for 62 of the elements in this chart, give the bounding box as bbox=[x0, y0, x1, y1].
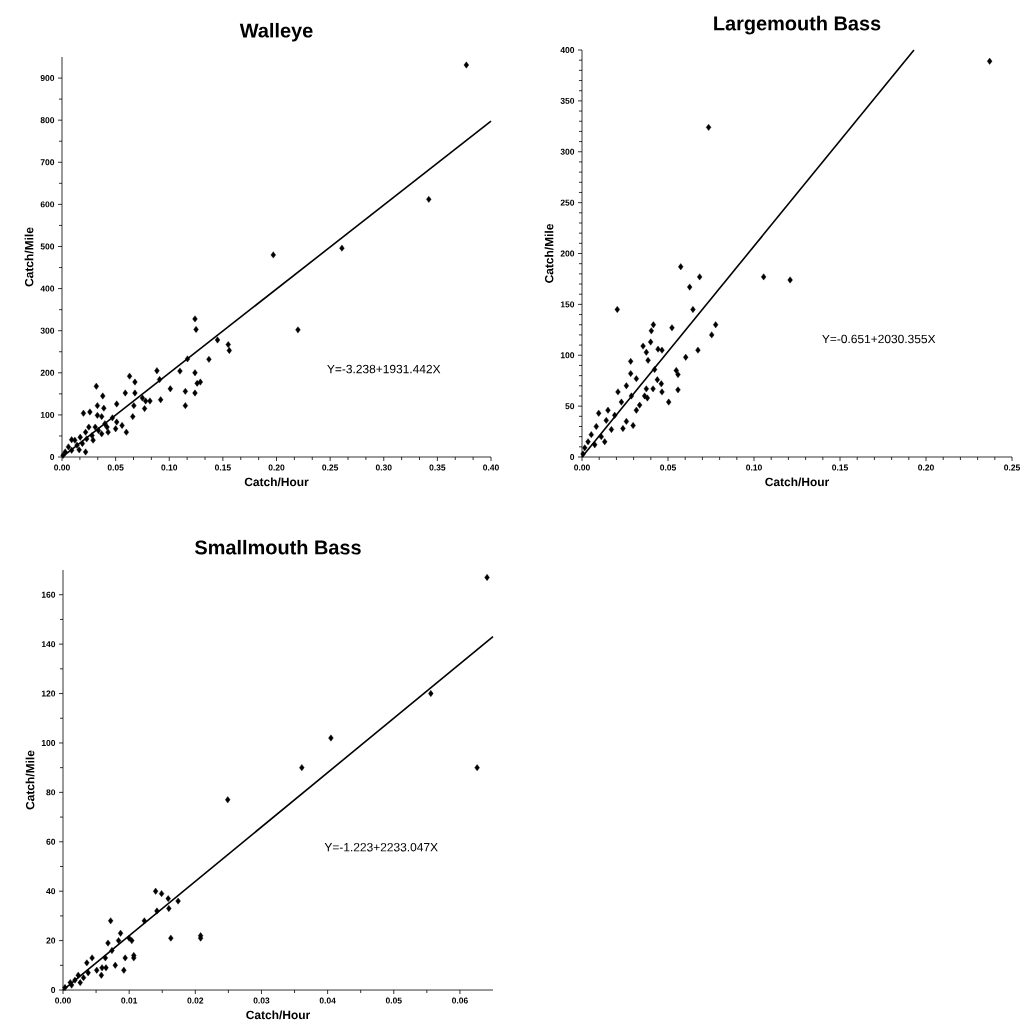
y-tick-label: 200 bbox=[560, 250, 575, 257]
chart-title: Largemouth Bass bbox=[714, 15, 881, 35]
y-tick-label: 100 bbox=[560, 352, 575, 359]
x-axis-title: Catch/Hour bbox=[244, 477, 309, 487]
annotation: Y=-1.223+2233.047X bbox=[324, 843, 438, 852]
x-tick-label: 0.40 bbox=[483, 464, 499, 471]
x-tick-label: 0.00 bbox=[55, 997, 71, 1004]
x-axis-title: Catch/Hour bbox=[246, 1010, 311, 1020]
x-tick-label: 0.00 bbox=[574, 464, 590, 471]
x-tick-label: 0.15 bbox=[832, 464, 849, 471]
x-tick-label: 0.01 bbox=[121, 997, 138, 1004]
x-tick-label: 0.02 bbox=[187, 997, 204, 1004]
annotation: Y=-3.238+1931.442X bbox=[327, 364, 441, 374]
y-tick-label: 500 bbox=[40, 243, 55, 250]
x-tick-label: 0.05 bbox=[385, 997, 402, 1004]
x-tick-label: 0.25 bbox=[1004, 464, 1021, 471]
y-tick-label: 100 bbox=[41, 739, 56, 746]
x-tick-label: 0.20 bbox=[268, 464, 285, 471]
y-tick-label: 0 bbox=[51, 987, 56, 994]
x-axis-title: Catch/Hour bbox=[765, 477, 830, 487]
x-tick-label: 0.15 bbox=[214, 464, 231, 471]
y-axis-title: Catch/Mile bbox=[544, 224, 554, 283]
y-tick-label: 0 bbox=[570, 454, 575, 461]
y-tick-label: 160 bbox=[41, 591, 56, 598]
y-tick-label: 800 bbox=[40, 117, 55, 124]
y-tick-label: 50 bbox=[565, 403, 575, 410]
y-tick-label: 400 bbox=[40, 285, 55, 292]
y-tick-label: 600 bbox=[40, 201, 55, 208]
x-tick-label: 0.05 bbox=[107, 464, 124, 471]
x-tick-label: 0.04 bbox=[319, 997, 336, 1004]
chart-title: Smallmouth Bass bbox=[194, 539, 361, 555]
x-tick-label: 0.00 bbox=[54, 464, 70, 471]
y-tick-label: 300 bbox=[40, 327, 55, 334]
x-tick-label: 0.10 bbox=[161, 464, 178, 471]
y-tick-label: 20 bbox=[46, 937, 56, 944]
y-tick-label: 80 bbox=[46, 789, 56, 796]
y-tick-label: 100 bbox=[40, 411, 55, 418]
annotation: Y=-0.651+2030.355X bbox=[822, 334, 936, 344]
y-axis-title: Catch/Mile bbox=[24, 227, 34, 287]
y-tick-label: 400 bbox=[560, 47, 575, 53]
x-tick-label: 0.35 bbox=[429, 464, 446, 471]
y-tick-label: 140 bbox=[41, 641, 56, 648]
y-tick-label: 120 bbox=[41, 690, 56, 697]
x-tick-label: 0.03 bbox=[253, 997, 270, 1004]
y-tick-label: 40 bbox=[46, 888, 56, 895]
x-tick-label: 0.05 bbox=[660, 464, 677, 471]
y-tick-label: 900 bbox=[40, 75, 55, 82]
y-tick-label: 0 bbox=[50, 454, 55, 461]
y-tick-label: 200 bbox=[40, 369, 55, 376]
y-tick-label: 60 bbox=[46, 838, 56, 845]
chart-title: Walleye bbox=[239, 22, 313, 42]
y-axis-title: Catch/Mile bbox=[25, 750, 35, 810]
x-tick-label: 0.10 bbox=[746, 464, 762, 471]
y-tick-label: 300 bbox=[560, 148, 575, 155]
x-tick-label: 0.30 bbox=[375, 464, 392, 471]
x-tick-label: 0.06 bbox=[452, 997, 468, 1004]
x-tick-label: 0.20 bbox=[918, 464, 934, 471]
y-tick-label: 350 bbox=[560, 97, 575, 104]
y-tick-label: 150 bbox=[560, 301, 575, 308]
x-tick-label: 0.25 bbox=[322, 464, 339, 471]
y-tick-label: 700 bbox=[40, 159, 55, 166]
y-tick-label: 250 bbox=[560, 199, 575, 206]
